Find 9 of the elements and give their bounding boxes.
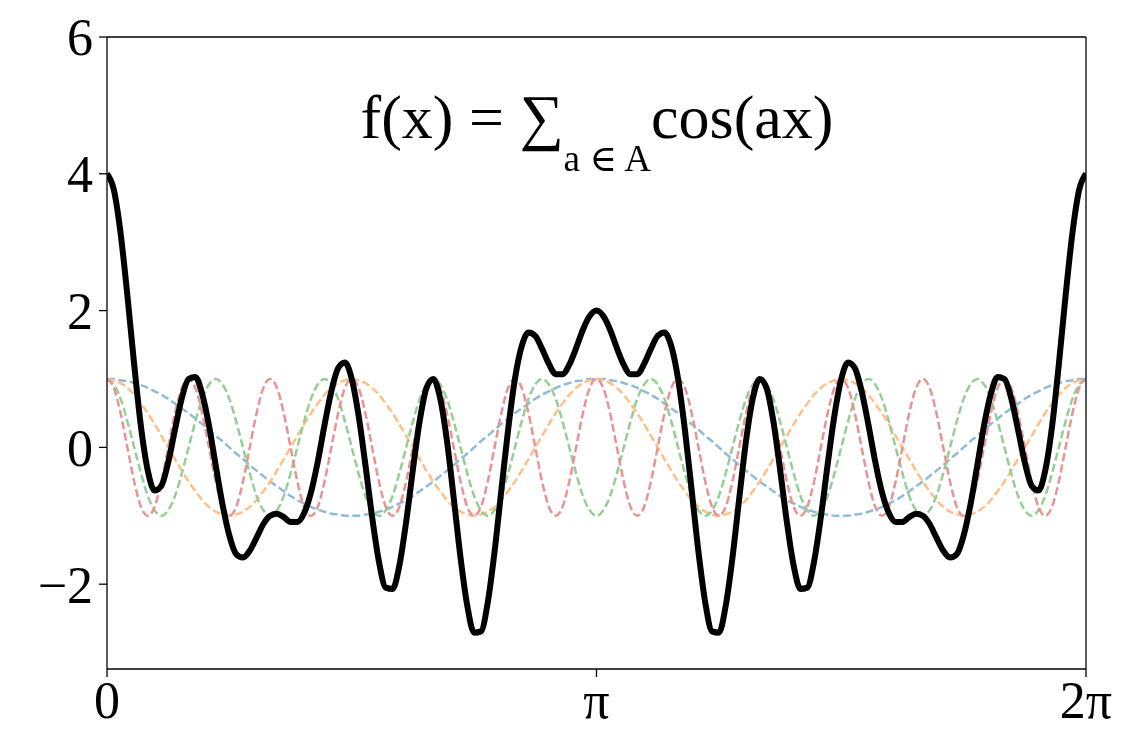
y-tick-label: 6	[67, 9, 93, 67]
y-tick-label: 2	[67, 283, 93, 341]
y-tick-label: 0	[67, 419, 93, 477]
text: f(x) = ∑$_{a ∈ A}$cos(ax)	[359, 83, 835, 180]
x-tick-label: π	[583, 671, 610, 729]
y-tick-label: −2	[37, 556, 93, 614]
y-tick-label: 4	[67, 146, 93, 204]
x-tick-label: 2π	[1059, 671, 1113, 729]
line-series	[107, 377, 1086, 518]
